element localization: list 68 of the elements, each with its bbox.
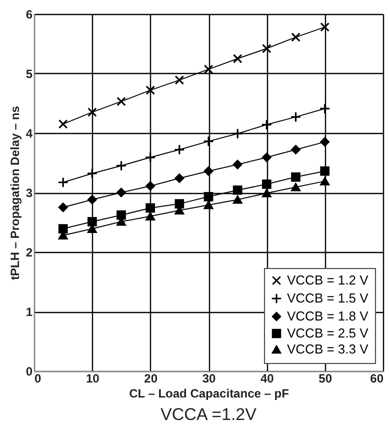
point [58, 119, 68, 129]
point [262, 152, 272, 162]
x-tick-label: 30 [202, 372, 216, 386]
point [291, 32, 300, 42]
point [291, 172, 300, 182]
point [204, 166, 214, 176]
point [232, 54, 242, 64]
point [87, 108, 97, 117]
point [204, 64, 214, 74]
point [320, 166, 330, 176]
point [174, 174, 184, 183]
legend-label: VCCB = 2.5 V [287, 326, 369, 340]
x-tick-label: 60 [370, 372, 384, 386]
x-axis-title: CL – Load Capacitance – pF [129, 386, 289, 400]
point [58, 176, 69, 188]
y-axis-title: tPLH – Propagation Delay – ns [8, 106, 22, 280]
point [232, 160, 242, 170]
y-tick-label: 6 [26, 8, 33, 22]
point [204, 200, 214, 210]
point [232, 185, 242, 195]
point [144, 152, 156, 163]
point [232, 195, 242, 204]
point [320, 177, 330, 186]
x-tick-label: 20 [144, 372, 158, 386]
y-tick-label: 3 [26, 186, 33, 200]
y-tick-label: 2 [26, 246, 33, 260]
point [320, 22, 330, 32]
point [174, 75, 184, 85]
point [86, 168, 98, 179]
x-tick-label: 40 [260, 372, 274, 386]
point [146, 85, 156, 95]
point [58, 224, 68, 234]
point [146, 203, 156, 213]
point [116, 96, 126, 106]
point [116, 188, 126, 198]
point [204, 192, 214, 202]
text: VCCA =1.2V [160, 405, 258, 424]
point [87, 224, 97, 233]
point [291, 182, 300, 192]
point [290, 111, 302, 122]
legend-label: VCCB = 3.3 V [287, 342, 369, 356]
legend-label: VCCB = 1.5 V [287, 290, 369, 306]
x-tick-label: 10 [86, 372, 100, 386]
point [174, 199, 184, 208]
legend-label: VCCB = 1.8 V [287, 308, 369, 324]
point [87, 216, 97, 226]
point [320, 137, 330, 147]
point [146, 181, 156, 191]
point [174, 144, 185, 156]
point [116, 210, 126, 220]
point [146, 212, 156, 220]
x-tick-label: 0 [34, 372, 42, 386]
point [232, 128, 244, 140]
y-tick-label: 1 [26, 305, 33, 319]
point [116, 160, 127, 172]
y-tick-label: 4 [26, 126, 33, 140]
point [262, 44, 272, 54]
point [262, 188, 272, 198]
legend-label: VCCB = 1.2 V [287, 272, 369, 288]
point [87, 194, 97, 204]
point [319, 103, 330, 114]
point [291, 144, 300, 154]
point [203, 136, 214, 147]
point [262, 179, 272, 189]
point [261, 119, 272, 130]
x-tick-label: 50 [318, 372, 332, 386]
point [58, 202, 68, 212]
y-tick-label: 5 [26, 67, 33, 81]
